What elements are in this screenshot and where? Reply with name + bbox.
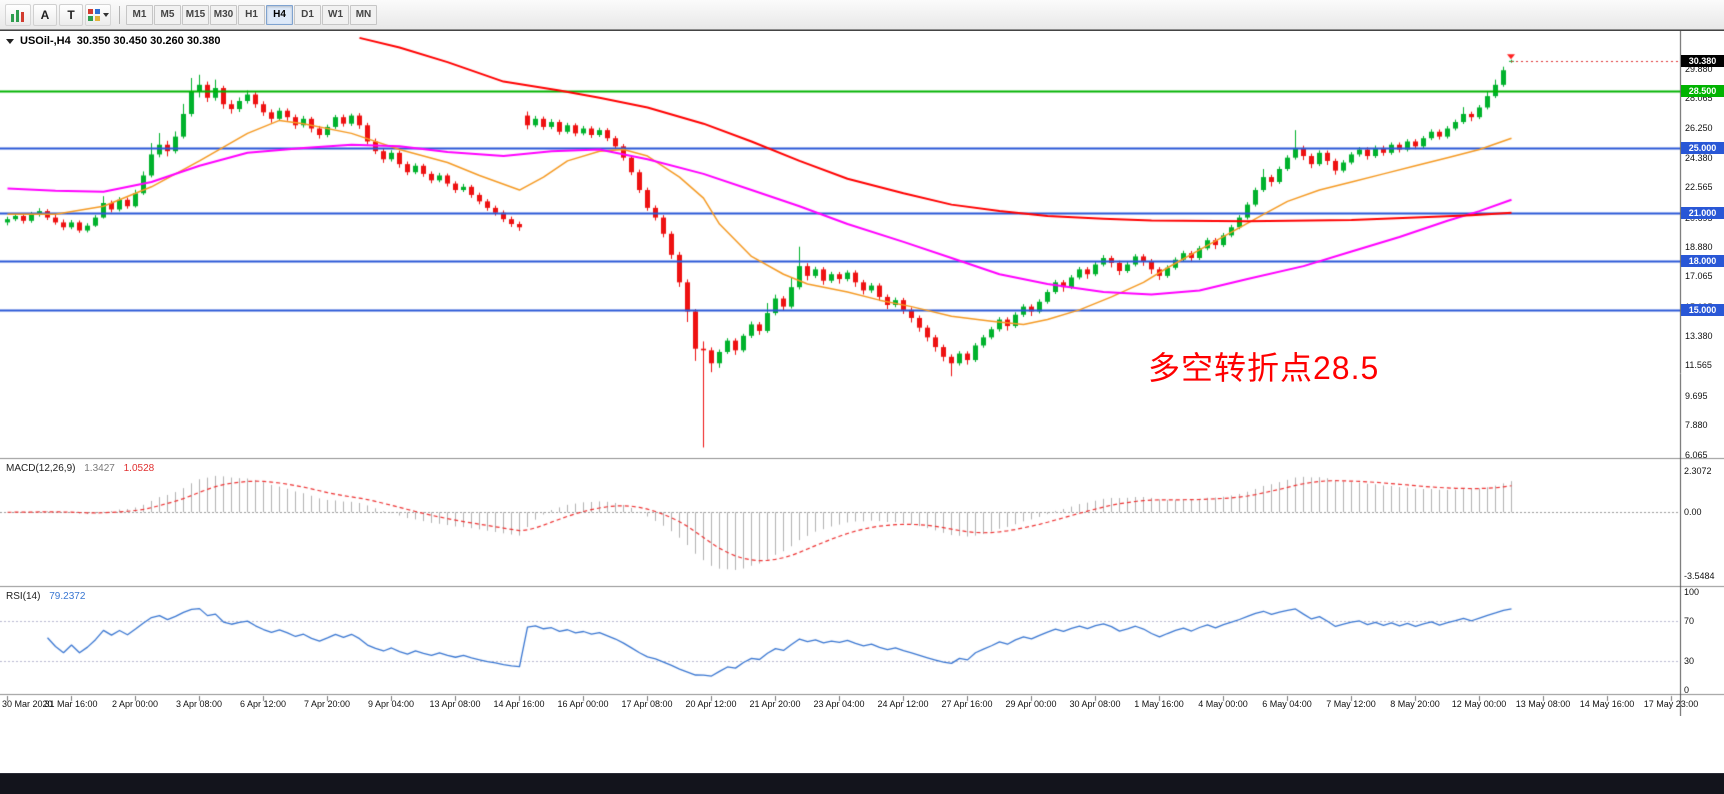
timeframe-mn[interactable]: MN [350,4,377,25]
time-label: 29 Apr 00:00 [1005,699,1057,709]
type-tool-button[interactable]: T [59,3,83,26]
time-label: 7 May 12:00 [1326,699,1376,709]
price-box-label: 28.500 [1681,85,1724,98]
price-box-label: 30.380 [1681,54,1724,67]
time-label: 14 Apr 16:00 [493,699,545,709]
time-label: 23 Apr 04:00 [813,699,865,709]
price-tick-label: 18.880 [1685,242,1713,253]
time-label: 7 Apr 20:00 [303,699,351,709]
macd-scale-label: 0.00 [1684,507,1702,518]
price-tick-label: 6.065 [1685,449,1708,460]
timeframe-m5[interactable]: M5 [154,4,181,25]
time-label: 17 Apr 08:00 [621,699,673,709]
time-label: 4 May 00:00 [1198,699,1248,709]
time-label: 27 Apr 16:00 [941,699,993,709]
time-label: 14 May 16:00 [1579,699,1635,709]
charts-toolbar-icon[interactable] [5,3,31,26]
time-label: 6 Apr 12:00 [239,699,287,709]
macd-scale-label: 2.3072 [1684,466,1712,477]
rsi-value: 79.2372 [49,591,86,602]
price-box-label: 15.000 [1681,303,1724,316]
objects-dropdown-button[interactable] [85,3,111,26]
ohlc-values: 30.350 30.450 30.260 30.380 [76,35,221,47]
toolbar-separator [119,5,120,24]
price-tick-label: 22.565 [1685,182,1713,193]
time-label: 30 Apr 08:00 [1069,699,1121,709]
rsi-label: RSI(14) 79.2372 [6,591,85,602]
toolbar: A T M1 M5 M15 M30 H1 H4 D1 W1 MN [0,0,1724,30]
chart-menu-caret-icon[interactable] [6,38,14,44]
chart-title: USOil-,H4 30.350 30.450 30.260 30.380 [6,35,220,47]
price-box-label: 18.000 [1681,255,1724,268]
time-label: 30 Mar 2020 [2,699,53,709]
macd-scale-label: -3.5484 [1684,570,1715,581]
price-tick-label: 11.565 [1685,360,1712,371]
time-label: 21 Apr 20:00 [749,699,801,709]
time-label: 2 Apr 00:00 [111,699,159,709]
timeframe-h1[interactable]: H1 [238,4,265,25]
time-label: 24 Apr 12:00 [877,699,929,709]
timeframe-w1[interactable]: W1 [322,4,349,25]
time-label: 13 May 08:00 [1515,699,1571,709]
timeframe-m1[interactable]: M1 [126,4,153,25]
price-box-label: 25.000 [1681,141,1724,154]
macd-name: MACD(12,26,9) [6,463,76,474]
rsi-scale-label: 0 [1684,685,1690,695]
timeframe-h4[interactable]: H4 [266,4,293,25]
price-tick-label: 17.065 [1685,271,1713,282]
price-box-label: 21.000 [1681,206,1724,219]
bar-chart-icon [11,9,24,22]
time-label: 17 May 23:00 [1643,699,1699,709]
chart-annotation: 多空转折点28.5 [1148,350,1380,386]
time-label: 16 Apr 00:00 [557,699,609,709]
timeframe-m30[interactable]: M30 [210,4,237,25]
price-tick-label: 28.065 [1685,93,1713,104]
symbol-period-label: USOil-,H4 [20,35,71,47]
price-tick-label: 7.880 [1685,420,1708,431]
timeframe-m15[interactable]: M15 [182,4,209,25]
timeframe-d1[interactable]: D1 [294,4,321,25]
macd-label: MACD(12,26,9) 1.3427 1.0528 [6,463,154,474]
macd-signal-value: 1.0528 [123,463,155,474]
price-tick-label: 24.380 [1685,152,1713,163]
time-label: 9 Apr 04:00 [367,699,415,709]
time-label: 20 Apr 12:00 [685,699,737,709]
rsi-name: RSI(14) [6,591,41,602]
chart-window[interactable]: USOil-,H4 30.350 30.450 30.260 30.380 MA… [0,30,1724,716]
time-label: 8 May 20:00 [1390,699,1440,709]
time-label: 31 Mar 16:00 [44,699,98,709]
time-label: 12 May 00:00 [1451,699,1507,709]
rsi-scale-label: 30 [1684,655,1695,666]
chevron-down-icon [102,12,109,17]
time-label: 6 May 04:00 [1262,699,1312,709]
rsi-scale-label: 70 [1684,616,1695,627]
chart-canvas[interactable] [0,31,1724,716]
rsi-scale-label: 100 [1684,587,1700,597]
objects-grid-icon [87,8,100,21]
taskbar [0,773,1724,794]
price-tick-label: 9.695 [1685,390,1708,401]
window-footer [0,715,1724,773]
text-tool-button[interactable]: A [33,3,57,26]
price-tick-label: 13.380 [1685,331,1713,342]
price-tick-label: 26.250 [1685,122,1713,133]
time-label: 13 Apr 08:00 [429,699,481,709]
time-label: 1 May 16:00 [1134,699,1184,709]
time-label: 3 Apr 08:00 [175,699,223,709]
macd-main-value: 1.3427 [84,463,115,474]
price-tick-label: 29.880 [1685,63,1713,74]
